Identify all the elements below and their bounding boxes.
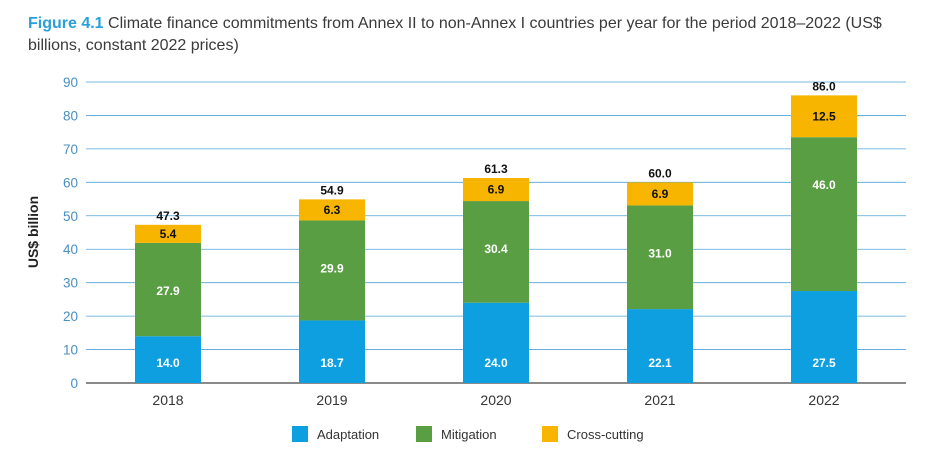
bars xyxy=(135,95,857,383)
data-label-mitigation-2019: 29.9 xyxy=(320,261,344,275)
bar-adaptation-2018 xyxy=(135,336,201,383)
x-tick-label-2021: 2021 xyxy=(644,392,675,408)
legend-label-mitigation: Mitigation xyxy=(441,426,497,442)
y-tick-label: 20 xyxy=(63,309,78,324)
total-label-2022: 86.0 xyxy=(812,79,836,93)
data-label-cross-cutting-2019: 6.3 xyxy=(324,203,341,217)
x-tick-label-2018: 2018 xyxy=(152,392,183,408)
y-tick-label: 10 xyxy=(63,343,78,358)
x-axis-ticks: 2018 2019 2020 2021 2022 xyxy=(152,392,839,408)
total-label-2018: 47.3 xyxy=(156,209,180,223)
figure-label: Figure 4.1 xyxy=(28,15,104,32)
bar-cross-cutting-2020 xyxy=(463,177,529,202)
data-label-mitigation-2021: 31.0 xyxy=(648,246,672,260)
stacked-bar-chart: 0 10 20 30 40 50 60 70 80 90 14.0 27.9 5.4 47.3 18.7 2… xyxy=(25,75,906,408)
bar-cross-cutting-2018 xyxy=(135,224,201,243)
legend-label-adaptation: Adaptation xyxy=(317,426,380,442)
legend-swatch-mitigation xyxy=(416,426,432,442)
x-tick-label-2020: 2020 xyxy=(480,392,511,408)
legend-swatch-adaptation xyxy=(292,426,308,442)
bar-cross-cutting-2022 xyxy=(791,95,857,138)
data-label-mitigation-2018: 27.9 xyxy=(156,284,180,298)
total-label-2020: 61.3 xyxy=(484,162,508,176)
bar-mitigation-2021 xyxy=(627,205,693,310)
y-tick-label: 60 xyxy=(63,175,78,190)
y-tick-label: 30 xyxy=(63,276,78,291)
bar-cross-cutting-2021 xyxy=(627,182,693,206)
data-label-cross-cutting-2020: 6.9 xyxy=(488,183,505,197)
data-label-adaptation-2020: 24.0 xyxy=(484,356,508,370)
bar-cross-cutting-2019 xyxy=(299,199,365,221)
legend-swatch-cross-cutting xyxy=(542,426,558,442)
y-axis-label: US$ billion xyxy=(25,196,41,268)
y-axis-ticks: 0 10 20 30 40 50 60 70 80 90 xyxy=(63,75,78,391)
data-labels: 14.0 27.9 5.4 47.3 18.7 29.9 6.3 54.9 24.0 30.4 6.… xyxy=(156,79,836,370)
y-tick-label: 70 xyxy=(63,142,78,157)
figure-caption-text: Climate finance commitments from Annex I… xyxy=(28,15,882,54)
data-label-adaptation-2019: 18.7 xyxy=(320,356,344,370)
y-tick-label: 50 xyxy=(63,209,78,224)
bar-adaptation-2019 xyxy=(299,320,365,383)
data-label-mitigation-2020: 30.4 xyxy=(484,242,508,256)
bar-mitigation-2020 xyxy=(463,201,529,303)
y-tick-label: 90 xyxy=(63,75,78,90)
bar-adaptation-2021 xyxy=(627,309,693,383)
bar-adaptation-2020 xyxy=(463,302,529,383)
data-label-adaptation-2022: 27.5 xyxy=(812,356,836,370)
total-label-2021: 60.0 xyxy=(648,166,672,180)
legend-item-adaptation: Adaptation xyxy=(292,426,379,442)
y-tick-label: 0 xyxy=(70,376,78,391)
x-tick-label-2019: 2019 xyxy=(316,392,347,408)
data-label-mitigation-2022: 46.0 xyxy=(812,178,836,192)
bar-adaptation-2022 xyxy=(791,291,857,383)
legend-item-mitigation: Mitigation xyxy=(416,426,497,442)
data-label-adaptation-2018: 14.0 xyxy=(156,356,180,370)
data-label-cross-cutting-2021: 6.9 xyxy=(652,187,669,201)
legend-item-cross-cutting: Cross-cutting xyxy=(542,426,644,442)
data-label-cross-cutting-2022: 12.5 xyxy=(812,109,836,123)
legend-label-cross-cutting: Cross-cutting xyxy=(567,426,644,442)
figure-caption: Figure 4.1 Climate finance commitments f… xyxy=(28,13,918,57)
total-label-2019: 54.9 xyxy=(320,183,344,197)
legend: Adaptation Mitigation Cross-cutting xyxy=(0,426,933,446)
y-tick-label: 40 xyxy=(63,242,78,257)
data-label-cross-cutting-2018: 5.4 xyxy=(160,227,177,241)
data-label-adaptation-2021: 22.1 xyxy=(648,356,672,370)
bar-mitigation-2019 xyxy=(299,220,365,321)
x-tick-label-2022: 2022 xyxy=(808,392,839,408)
bar-mitigation-2018 xyxy=(135,242,201,337)
bar-mitigation-2022 xyxy=(791,137,857,292)
y-tick-label: 80 xyxy=(63,108,78,123)
